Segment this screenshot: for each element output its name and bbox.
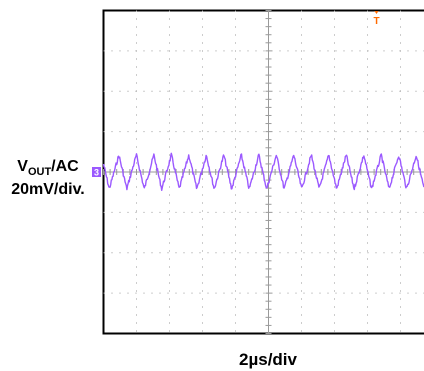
trigger-arrow bbox=[374, 11, 379, 14]
y-label-main: V bbox=[17, 158, 28, 175]
y-axis-label: VOUT/AC bbox=[17, 158, 79, 178]
x-scale-label: 2µs/div bbox=[239, 350, 298, 369]
y-label-subscript: OUT bbox=[28, 166, 52, 178]
channel-3-marker: 3 bbox=[92, 167, 101, 178]
y-label-suffix: /AC bbox=[51, 158, 79, 175]
y-scale-label: 20mV/div. bbox=[11, 181, 85, 198]
channel-3-marker-box bbox=[92, 167, 101, 177]
trigger-marker-label: T bbox=[373, 16, 379, 27]
vout-ac-trace bbox=[102, 152, 424, 192]
channel-3-marker-label: 3 bbox=[94, 168, 99, 178]
trigger-marker: T bbox=[373, 11, 380, 27]
